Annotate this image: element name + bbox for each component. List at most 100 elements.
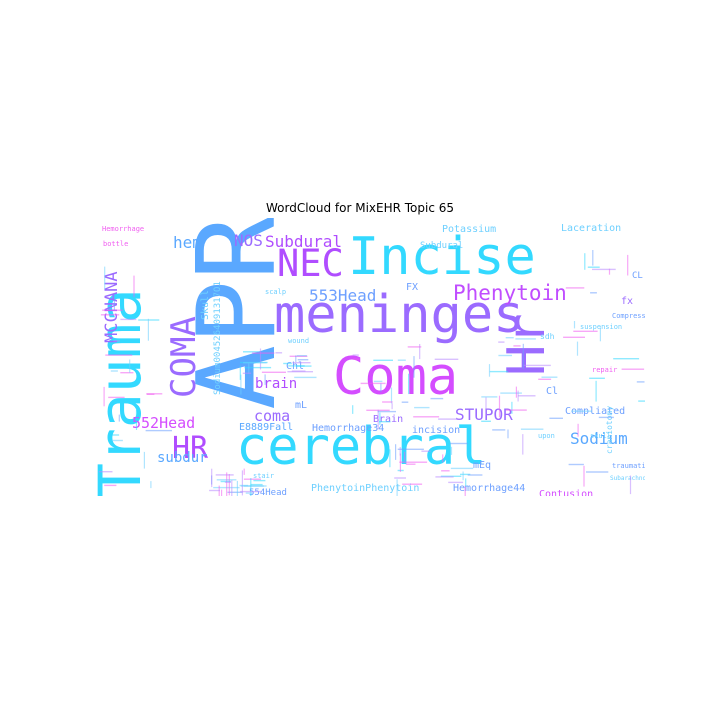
tiny-word-1-9 [638,400,645,402]
tiny-word-4-19 [435,476,454,478]
word-4: Trauma [89,288,154,496]
tiny-word-2-18 [522,343,524,369]
tiny-word-5-6 [243,478,261,480]
word-48: repair [592,366,617,374]
tiny-word-0-12 [120,372,134,374]
tiny-word-0-11 [118,414,120,422]
tiny-word-4-2 [421,450,431,452]
word-39: Contusion [539,489,593,496]
word-34: FX [406,282,418,293]
tiny-word-6-25 [242,372,252,374]
tiny-word-5-13 [241,470,243,496]
tiny-word-6-15 [289,355,308,357]
word-10: MCCNANA [102,271,122,343]
tiny-word-4-24 [441,470,450,472]
tiny-word-5-24 [224,481,231,483]
tiny-word-2-1 [492,429,506,431]
word-0: APR [175,218,300,410]
tiny-word-4-1 [399,461,428,463]
tiny-word-6-24 [243,362,267,364]
word-23: Laceration [561,223,621,234]
tiny-word-1-0 [608,268,611,275]
tiny-word-1-1 [592,250,594,266]
tiny-word-2-11 [517,390,519,402]
tiny-word-5-18 [226,472,228,496]
word-12: 553Head [309,286,376,305]
tiny-word-0-24 [110,370,118,372]
tiny-word-1-13 [571,410,592,412]
tiny-word-0-6 [104,484,117,487]
word-25: Skull [200,290,211,320]
tiny-word-1-3 [587,266,600,268]
tiny-word-0-14 [110,434,120,436]
word-27: E8889Fall [239,422,293,433]
tiny-word-0-9 [108,396,125,399]
tiny-word-5-8 [250,478,252,496]
tiny-word-1-12 [563,336,585,338]
tiny-word-5-14 [231,480,233,496]
word-8: COMA [164,316,204,398]
word-49: upon [538,432,555,440]
tiny-word-3-5 [414,406,430,409]
word-45: bottle [103,240,128,248]
tiny-word-4-17 [462,471,464,481]
tiny-word-3-18 [430,397,444,400]
word-44: Hemorrhage [102,225,144,233]
tiny-word-1-22 [627,254,629,276]
word-11: Phenytoin [453,281,567,305]
tiny-word-6-1 [275,352,283,354]
tiny-word-4-11 [467,474,483,476]
tiny-word-6-4 [261,371,286,373]
tiny-word-4-15 [465,478,467,487]
tiny-word-6-0 [244,366,272,369]
word-38: Hemorrhage44 [453,483,525,494]
tiny-word-5-19 [253,479,266,482]
tiny-word-3-22 [379,421,391,423]
tiny-word-1-21 [576,341,579,356]
tiny-word-6-12 [248,363,250,374]
tiny-word-1-18 [565,287,585,289]
tiny-word-1-19 [599,327,601,342]
word-20: Sodium [570,429,628,448]
tiny-word-2-4 [489,370,509,373]
tiny-word-6-3 [243,351,259,353]
tiny-word-6-17 [295,355,297,362]
tiny-word-6-18 [249,371,251,378]
word-54: scalp [265,288,286,296]
tiny-word-1-15 [590,292,597,294]
word-36: CL [632,271,643,281]
tiny-word-4-0 [450,467,474,470]
tiny-word-2-21 [505,337,514,339]
tiny-word-2-22 [488,364,491,377]
tiny-word-0-13 [120,318,137,321]
tiny-word-4-18 [399,453,401,472]
tiny-word-3-3 [391,403,393,410]
word-46: Compression [612,312,645,320]
tiny-word-5-21 [240,490,262,493]
tiny-word-6-5 [264,374,266,385]
tiny-word-0-16 [113,340,120,342]
tiny-word-4-14 [397,448,424,450]
tiny-word-1-5 [589,377,605,379]
tiny-word-1-16 [583,465,585,487]
tiny-word-0-18 [129,359,131,373]
word-15: NOS [234,231,263,250]
tiny-word-4-4 [450,446,453,455]
word-6: Hr [497,313,557,376]
tiny-word-3-6 [434,358,459,360]
tiny-word-4-8 [395,444,397,460]
tiny-word-3-15 [353,358,360,360]
tiny-word-2-15 [481,420,491,422]
tiny-word-5-3 [221,489,223,496]
tiny-word-1-17 [573,330,598,332]
tiny-word-3-10 [397,359,406,361]
tiny-word-4-6 [464,485,466,496]
tiny-word-0-4 [150,481,152,489]
tiny-word-2-3 [523,364,551,367]
word-53: stair [253,472,274,480]
word-28: Hemorrhage34 [312,423,384,434]
tiny-word-3-25 [377,410,396,413]
tiny-word-5-17 [211,468,213,488]
tiny-word-3-21 [377,409,379,430]
